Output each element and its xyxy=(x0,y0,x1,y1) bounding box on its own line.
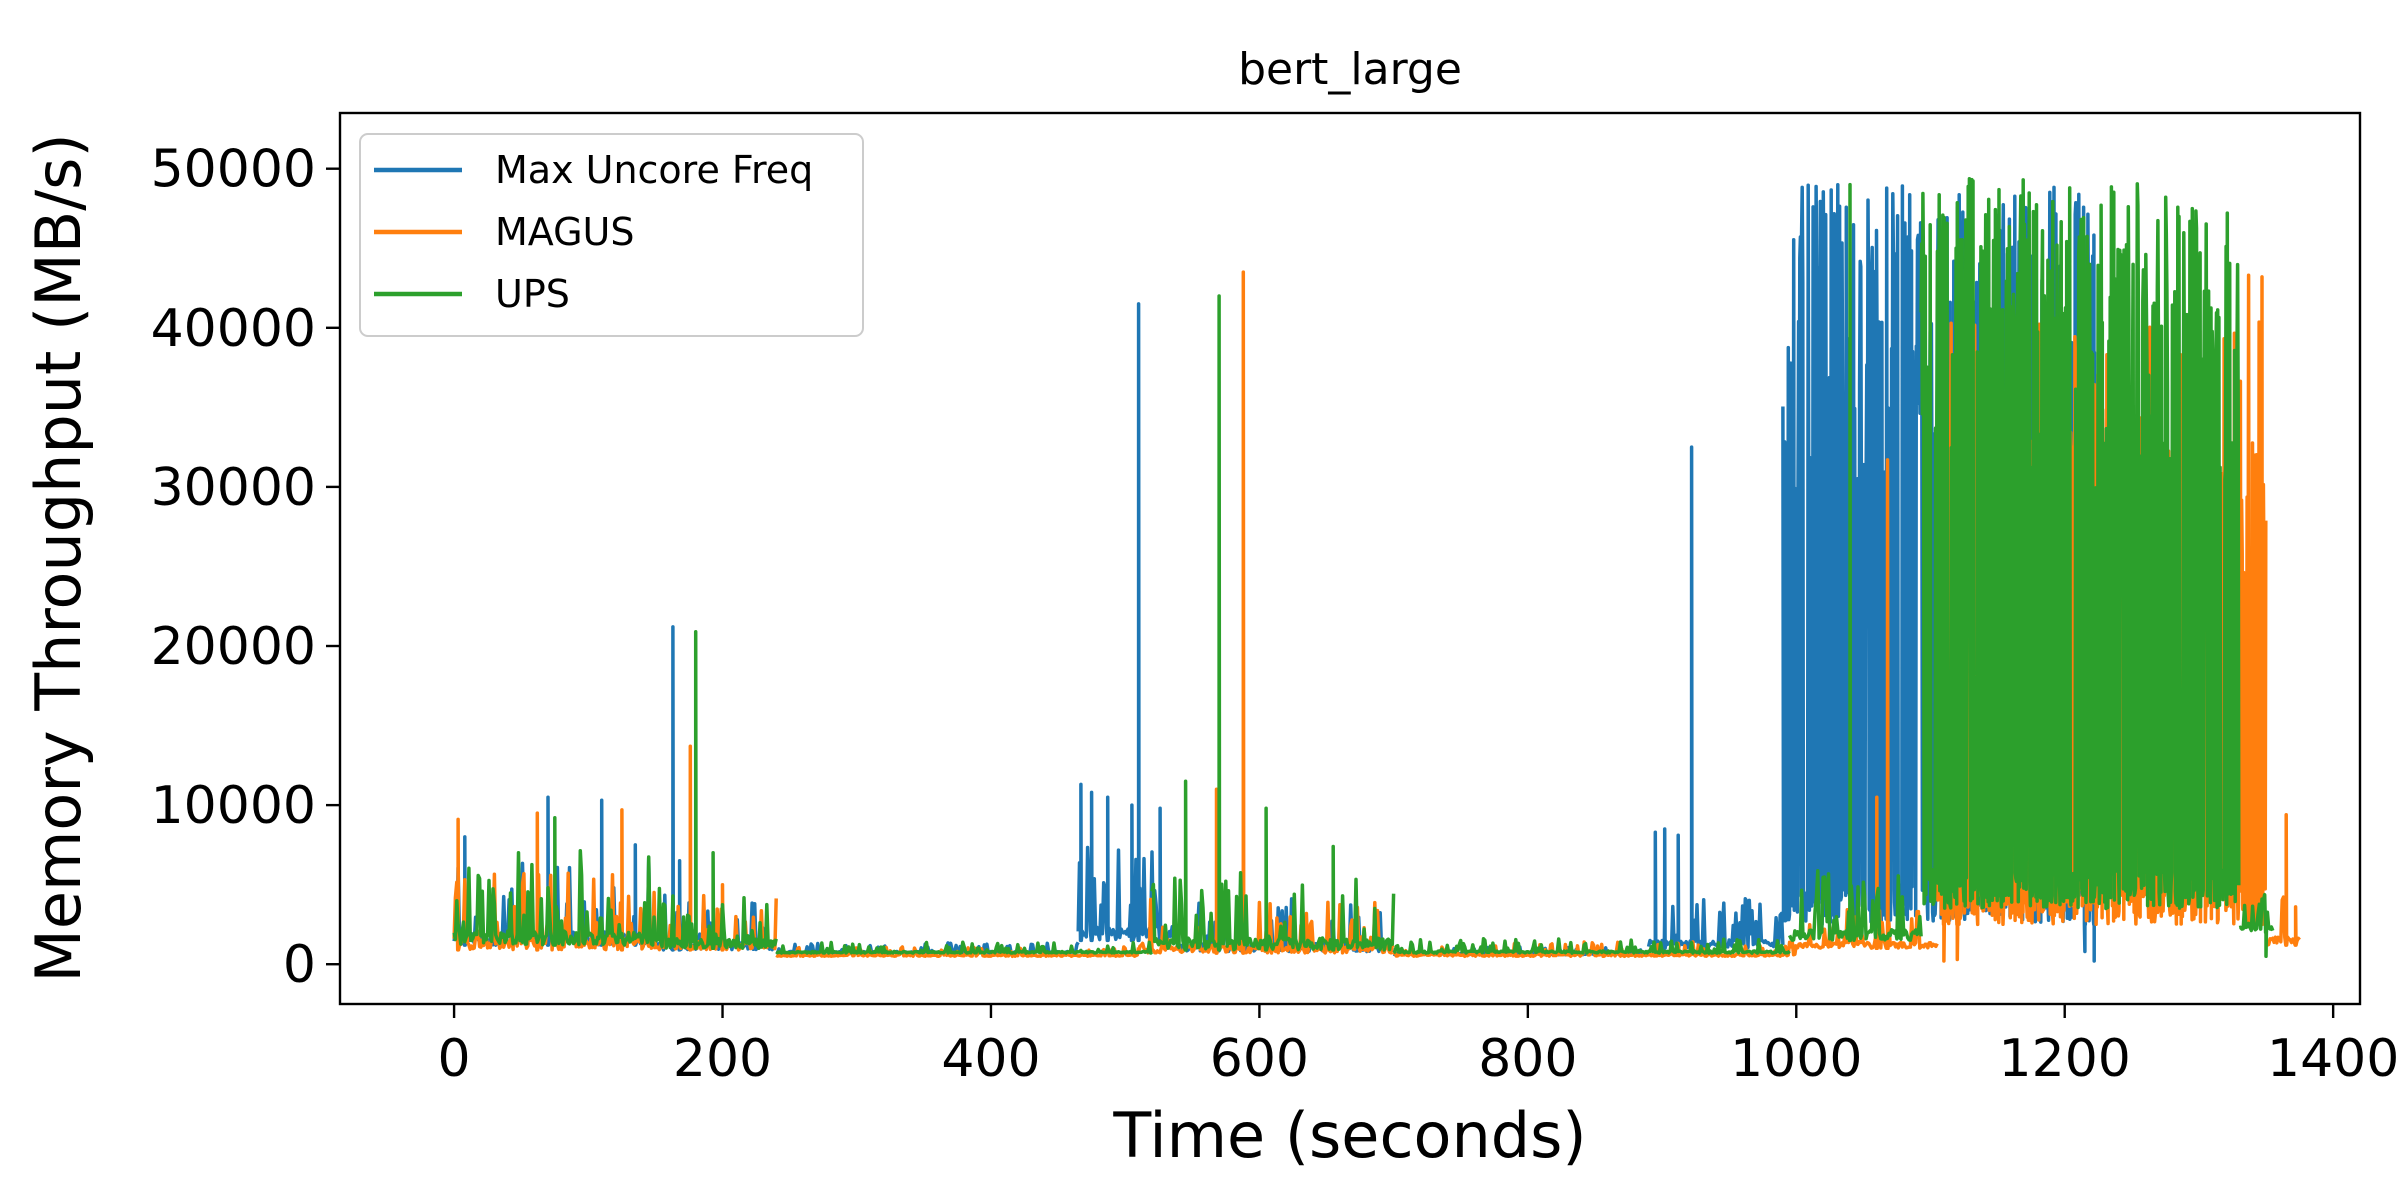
x-tick-label: 400 xyxy=(941,1029,1040,1089)
series-line xyxy=(2265,812,2301,947)
x-axis-label: Time (seconds) xyxy=(1112,1099,1586,1172)
plot-frame xyxy=(338,111,2362,1006)
x-tick-label: 600 xyxy=(1210,1029,1309,1089)
x-tick-label: 1200 xyxy=(1999,1029,2131,1089)
legend-label: UPS xyxy=(495,272,570,316)
legend-label: MAGUS xyxy=(495,210,635,254)
series-line xyxy=(452,816,658,947)
legend: Max Uncore Freq MAGUS UPS xyxy=(359,133,864,337)
y-tick-label: 50000 xyxy=(151,140,316,200)
y-tick-label: 30000 xyxy=(151,458,316,518)
series-line xyxy=(1076,302,1181,943)
legend-box xyxy=(359,133,864,337)
x-tick-label: 0 xyxy=(438,1029,471,1089)
series-line xyxy=(1392,940,1799,959)
series-layer xyxy=(452,176,2301,963)
y-axis: 0 10000 20000 30000 40000 50000 xyxy=(151,140,340,995)
series-ups xyxy=(452,176,2275,959)
legend-label: Max Uncore Freq xyxy=(495,148,813,192)
x-tick-label: 1400 xyxy=(2267,1029,2399,1089)
series-line xyxy=(1788,182,1923,943)
x-tick-label: 1000 xyxy=(1730,1029,1862,1089)
series-line xyxy=(654,629,778,951)
series-line xyxy=(2238,892,2275,959)
y-axis-label: Memory Throughput (MB/s) xyxy=(22,133,95,982)
y-tick-label: 10000 xyxy=(151,776,316,836)
chart-title: bert_large xyxy=(1238,44,1462,95)
x-tick-label: 200 xyxy=(673,1029,772,1089)
x-axis: 0 200 400 600 800 1000 1200 1400 xyxy=(438,1004,2399,1089)
y-tick-label: 40000 xyxy=(151,299,316,359)
x-tick-label: 800 xyxy=(1478,1029,1577,1089)
y-tick-label: 20000 xyxy=(151,617,316,677)
series-line xyxy=(1150,294,1396,952)
series-line xyxy=(1919,176,2241,911)
y-tick-label: 0 xyxy=(283,935,316,995)
series-line xyxy=(1136,270,1395,955)
series-line xyxy=(1392,937,1791,955)
series-line xyxy=(775,940,1153,955)
